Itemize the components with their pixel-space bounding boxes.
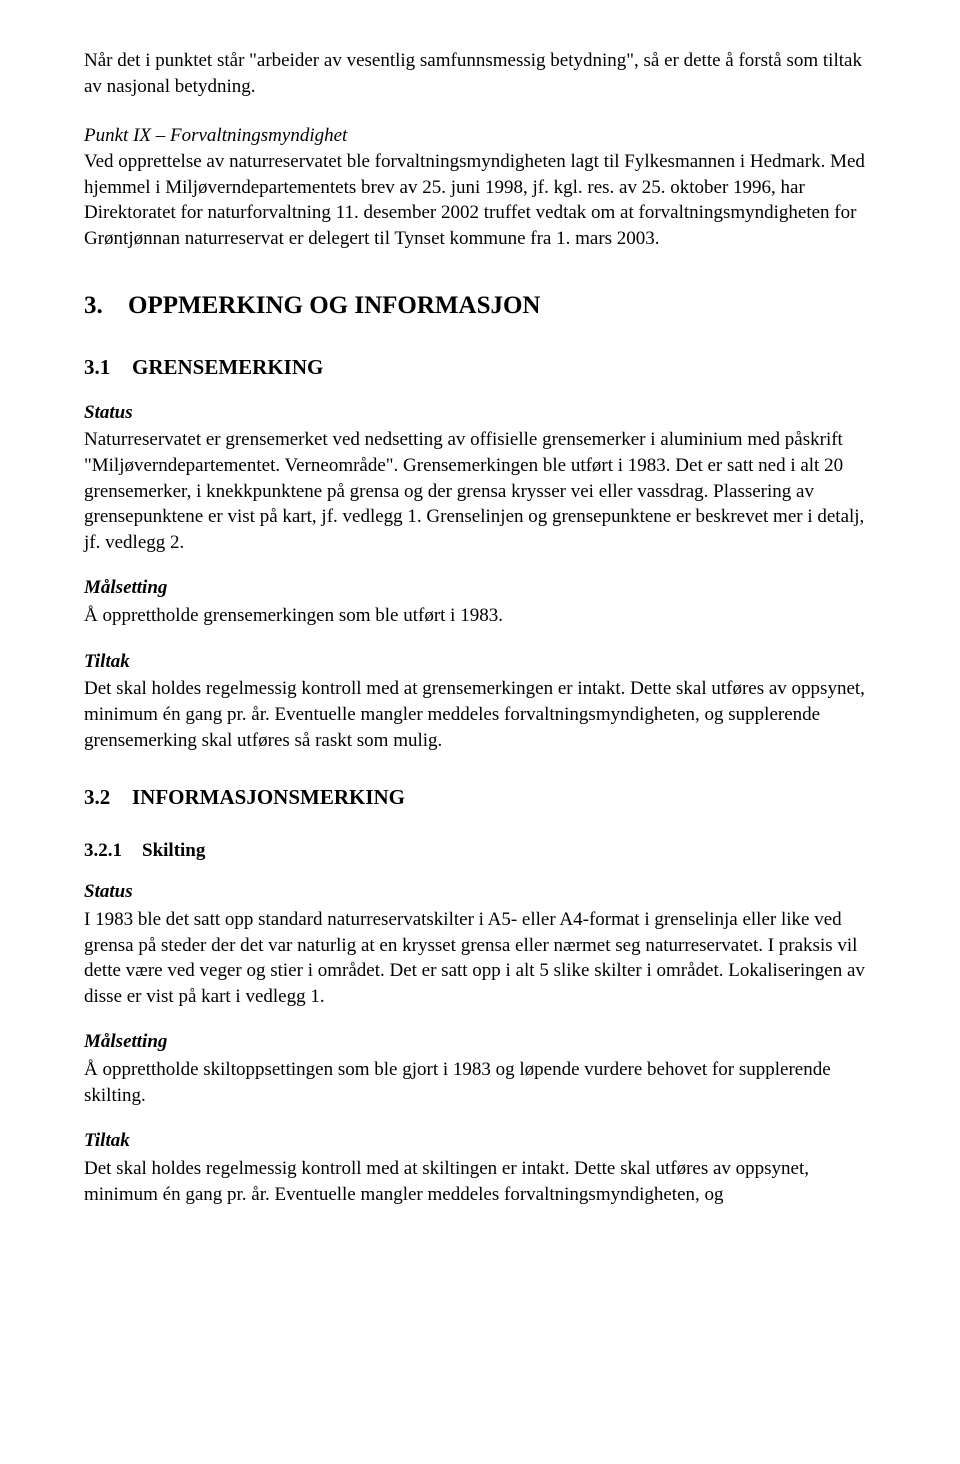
tiltak-label: Tiltak — [84, 1128, 876, 1154]
tiltak-body: Det skal holdes regelmessig kontroll med… — [84, 676, 876, 753]
section-3-number: 3. — [84, 289, 128, 323]
status-label: Status — [84, 400, 876, 426]
maalsetting-label: Målsetting — [84, 575, 876, 601]
section-3-2-heading: 3.2INFORMASJONSMERKING — [84, 783, 876, 811]
section-3-1-tiltak: Tiltak Det skal holdes regelmessig kontr… — [84, 649, 876, 754]
maalsetting-body: Å opprettholde skiltoppsettingen som ble… — [84, 1057, 876, 1108]
section-3-2-number: 3.2 — [84, 783, 132, 811]
section-3-1-status: Status Naturreservatet er grensemerket v… — [84, 400, 876, 556]
section-3-1-maalsetting: Målsetting Å opprettholde grensemerkinge… — [84, 575, 876, 628]
section-3-1-title: GRENSEMERKING — [132, 355, 323, 379]
document-page: Når det i punktet står "arbeider av vese… — [0, 0, 960, 1275]
section-3-2-1-tiltak: Tiltak Det skal holdes regelmessig kontr… — [84, 1128, 876, 1207]
maalsetting-body: Å opprettholde grensemerkingen som ble u… — [84, 603, 876, 629]
section-3-2-title: INFORMASJONSMERKING — [132, 785, 405, 809]
tiltak-label: Tiltak — [84, 649, 876, 675]
intro-paragraph-2: Punkt IX – Forvaltningsmyndighet Ved opp… — [84, 123, 876, 251]
section-3-2-1-title: Skilting — [142, 840, 205, 861]
section-3-2-1-number: 3.2.1 — [84, 838, 142, 864]
section-3-heading: 3.OPPMERKING OG INFORMASJON — [84, 289, 876, 323]
section-3-2-1-status: Status I 1983 ble det satt opp standard … — [84, 879, 876, 1009]
section-3-2-1-maalsetting: Målsetting Å opprettholde skiltoppsettin… — [84, 1029, 876, 1108]
punkt-ix-title: Punkt IX – Forvaltningsmyndighet — [84, 125, 347, 146]
intro-paragraph-1: Når det i punktet står "arbeider av vese… — [84, 48, 876, 99]
status-body: I 1983 ble det satt opp standard naturre… — [84, 907, 876, 1010]
maalsetting-label: Målsetting — [84, 1029, 876, 1055]
status-body: Naturreservatet er grensemerket ved neds… — [84, 427, 876, 555]
section-3-1-heading: 3.1GRENSEMERKING — [84, 353, 876, 381]
tiltak-body: Det skal holdes regelmessig kontroll med… — [84, 1156, 876, 1207]
status-label: Status — [84, 879, 876, 905]
section-3-2-1-heading: 3.2.1Skilting — [84, 838, 876, 864]
punkt-ix-body: Ved opprettelse av naturreservatet ble f… — [84, 151, 865, 249]
section-3-1-number: 3.1 — [84, 353, 132, 381]
section-3-title: OPPMERKING OG INFORMASJON — [128, 292, 541, 319]
